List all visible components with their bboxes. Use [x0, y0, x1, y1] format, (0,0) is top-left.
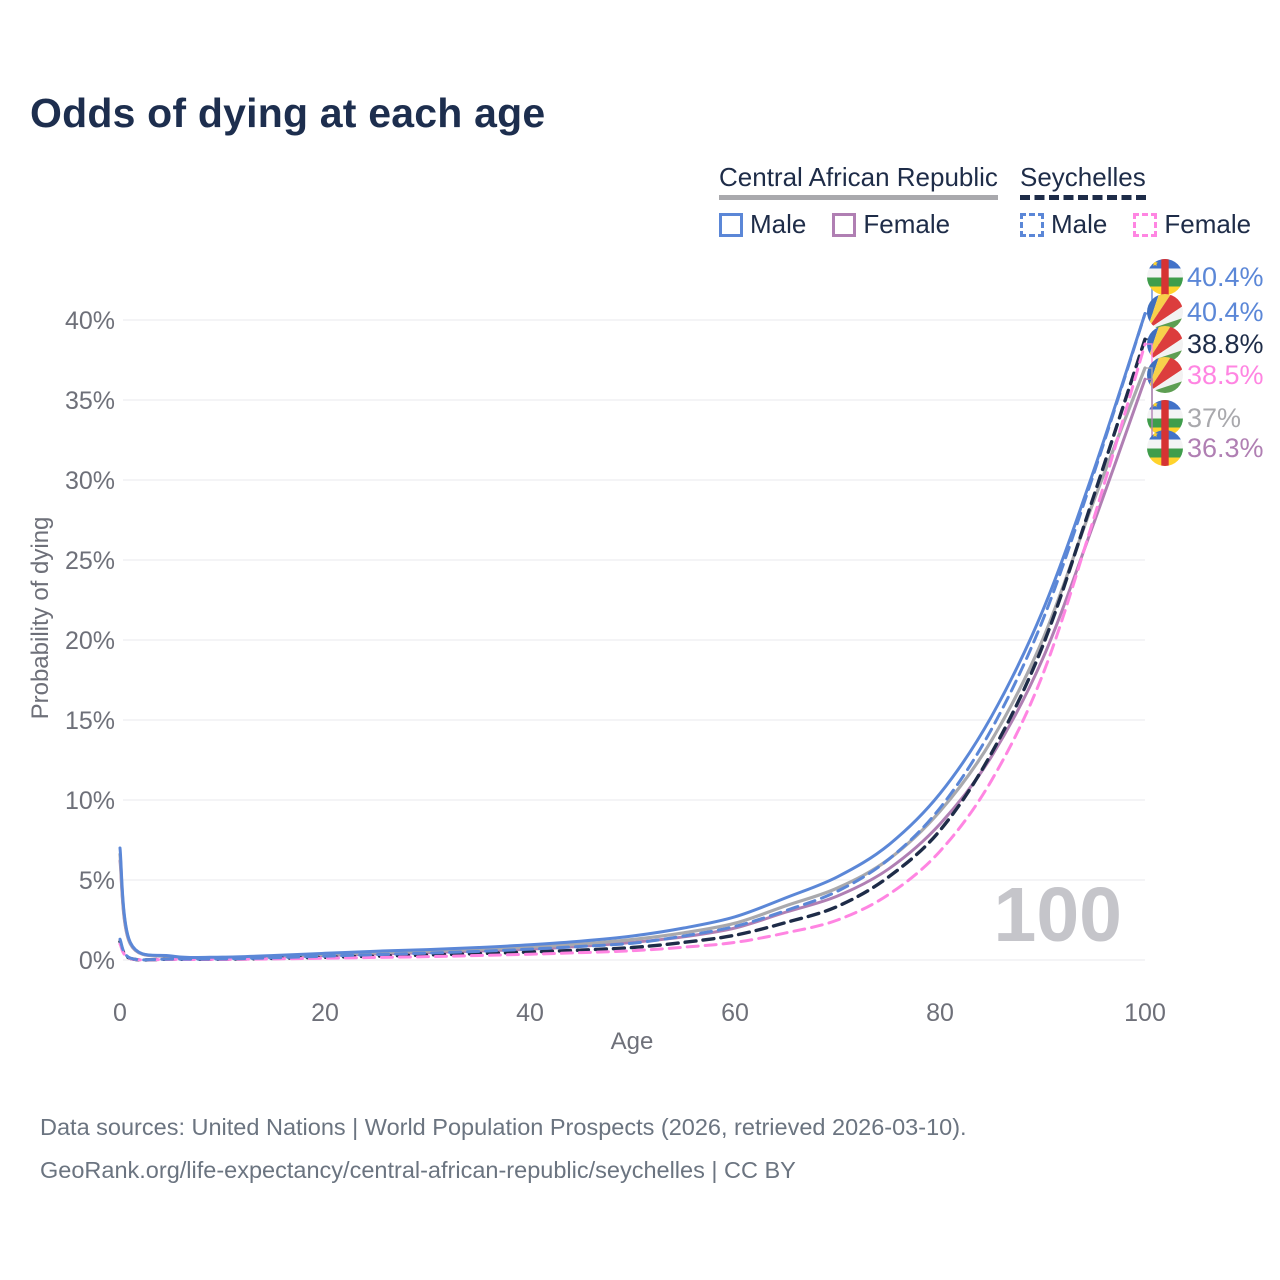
x-tick-label: 0: [113, 999, 127, 1027]
legend-item-label: Male: [1051, 209, 1108, 239]
end-value-label: 40.4%: [1187, 297, 1264, 327]
y-tick-label: 35%: [65, 387, 115, 415]
flag-icon-sey: [1147, 294, 1183, 330]
y-tick-label: 40%: [65, 307, 115, 335]
x-tick-label: 80: [926, 999, 954, 1027]
series-line-seychelles-male[interactable]: [118, 312, 1147, 962]
flag-part: [1147, 381, 1183, 393]
series-line-central-african-republic-both-sexes[interactable]: [118, 366, 1147, 960]
end-value-label: 36.3%: [1187, 433, 1264, 463]
flag-icon-car: [1147, 430, 1183, 466]
flag-part: [1147, 306, 1183, 330]
flag-icon-car: [1147, 259, 1183, 295]
data-sources-line: Data sources: United Nations | World Pop…: [40, 1114, 967, 1140]
page-title: Odds of dying at each age: [30, 90, 546, 136]
car-male-swatch-icon: [719, 212, 743, 237]
y-tick-label: 0%: [79, 947, 115, 975]
series-line-central-african-republic-female[interactable]: [118, 377, 1147, 960]
attribution-line: GeoRank.org/life-expectancy/central-afri…: [40, 1157, 796, 1183]
flag-icon-sey: [1147, 357, 1183, 393]
y-tick-label: 20%: [65, 627, 115, 655]
flag-part: [1147, 318, 1183, 330]
flag-part: [1161, 400, 1169, 436]
legend-group-seychelles: Seychelles Male Female: [1020, 163, 1251, 240]
y-tick-label: 30%: [65, 467, 115, 495]
end-value-label: 40.4%: [1187, 262, 1264, 292]
legend-item-car-female[interactable]: Female: [832, 209, 950, 240]
legend-header-central-african-republic[interactable]: Central African Republic: [719, 163, 998, 200]
flag-part: [1152, 401, 1158, 407]
age-watermark: 100: [994, 872, 1122, 958]
legend-group-central-african-republic: Central African Republic Male Female: [719, 163, 998, 240]
flag-part: [1147, 326, 1183, 362]
legend-item-sey-male[interactable]: Male: [1020, 209, 1107, 240]
footer: Data sources: United Nations | World Pop…: [40, 1106, 967, 1192]
x-tick-label: 60: [721, 999, 749, 1027]
y-tick-label: 25%: [65, 547, 115, 575]
flag-part: [1161, 430, 1169, 466]
car-female-swatch-icon: [832, 212, 857, 237]
x-tick-label: 100: [1124, 999, 1166, 1027]
legend-item-label: Female: [863, 209, 951, 239]
flag-part: [1147, 294, 1183, 330]
flag-part: [1147, 369, 1183, 393]
flag-part: [1147, 357, 1183, 393]
flag-part: [1161, 259, 1169, 295]
flag-part: [1147, 350, 1183, 362]
legend-item-label: Female: [1164, 209, 1252, 239]
legend-item-sey-female[interactable]: Female: [1133, 209, 1251, 240]
end-value-label: 37%: [1187, 403, 1241, 433]
x-tick-label: 20: [311, 999, 339, 1027]
flag-icon-sey: [1147, 326, 1183, 362]
series-line-seychelles-both-sexes[interactable]: [118, 337, 1147, 962]
flag-part: [1152, 260, 1158, 266]
flag-part: [1147, 338, 1183, 362]
y-axis-label: Probability of dying: [27, 517, 54, 720]
legend-header-seychelles[interactable]: Seychelles: [1020, 163, 1146, 200]
end-value-label: 38.5%: [1187, 360, 1264, 390]
end-value-label: 38.8%: [1187, 329, 1264, 359]
legend-item-car-male[interactable]: Male: [719, 209, 806, 240]
flag-part: [1152, 431, 1158, 437]
sey-male-swatch-icon: [1020, 212, 1044, 237]
y-tick-label: 10%: [65, 787, 115, 815]
y-tick-label: 15%: [65, 707, 115, 735]
sey-female-swatch-icon: [1133, 212, 1158, 237]
x-tick-label: 40: [516, 999, 544, 1027]
series-line-central-african-republic-male[interactable]: [118, 312, 1147, 960]
legend-item-label: Male: [750, 209, 807, 239]
x-axis-label: Age: [611, 1028, 654, 1055]
series-line-seychelles-female[interactable]: [118, 342, 1147, 962]
y-tick-label: 5%: [79, 867, 115, 895]
